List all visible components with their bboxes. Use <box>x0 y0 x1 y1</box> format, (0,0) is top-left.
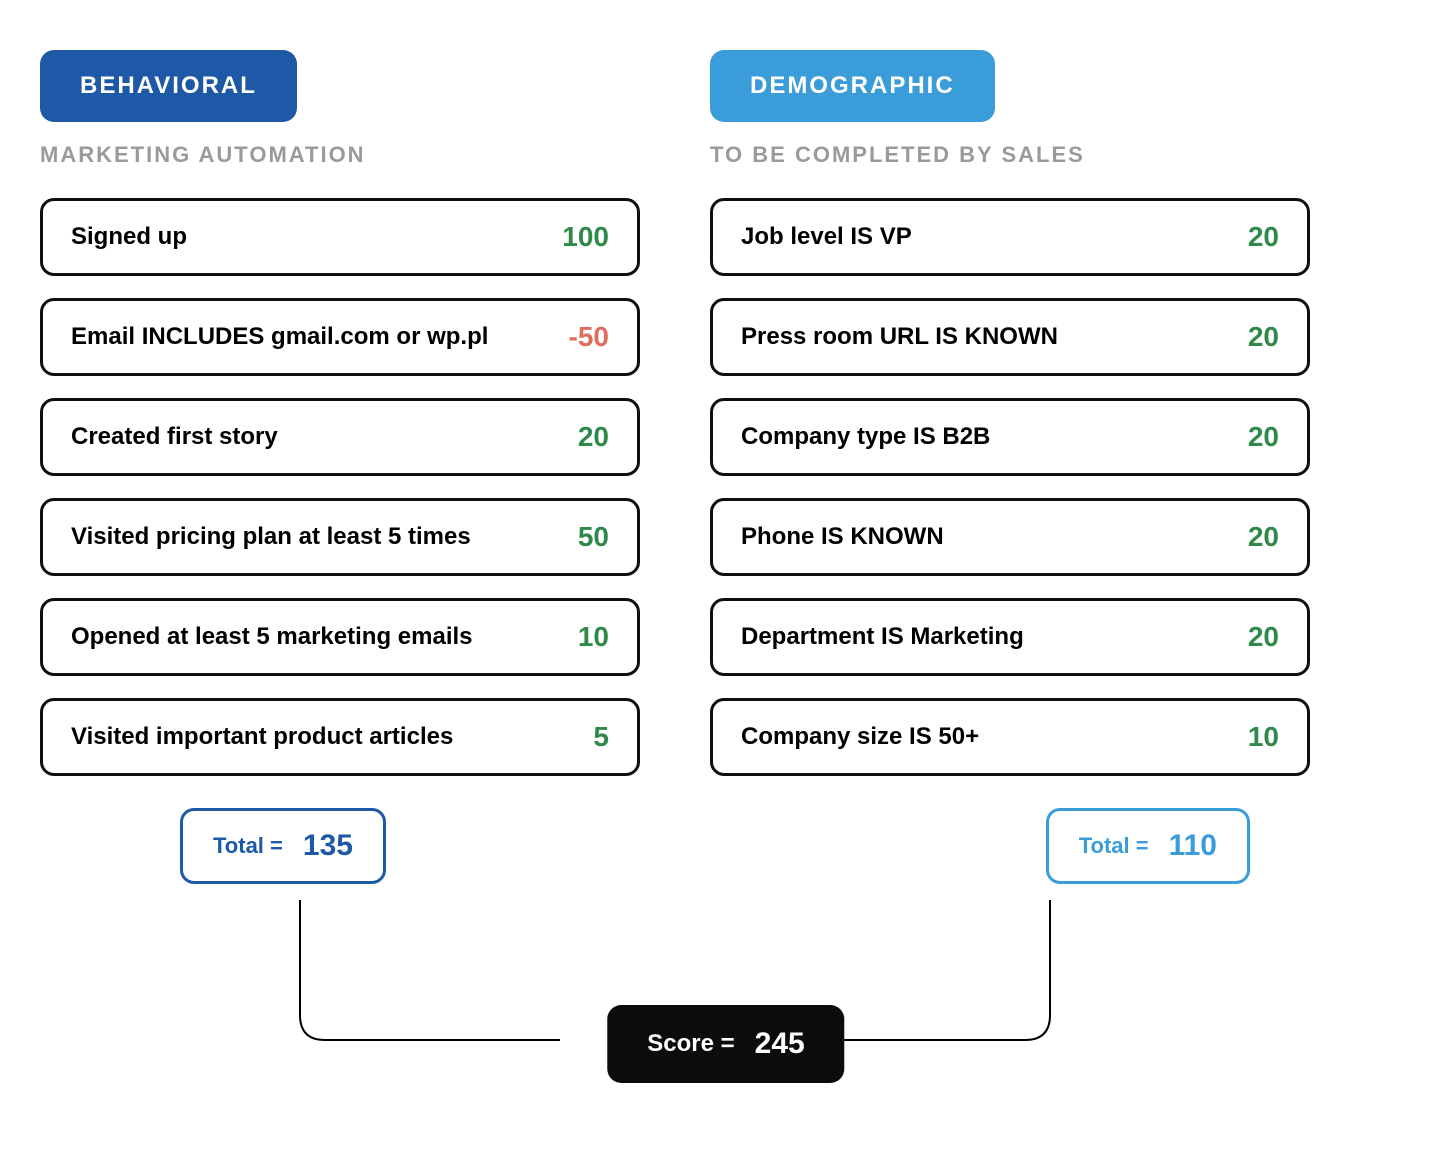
behavioral-item-score: 100 <box>562 221 609 253</box>
demographic-items: Job level IS VP20Press room URL IS KNOWN… <box>710 198 1310 798</box>
demographic-item: Job level IS VP 20 <box>710 198 1310 276</box>
behavioral-item-score: 5 <box>593 721 609 753</box>
demographic-total-box: Total = 110 <box>1046 808 1250 884</box>
score-box: Score = 245 <box>607 1005 844 1083</box>
behavioral-badge: BEHAVIORAL <box>40 50 297 122</box>
behavioral-item: Created first story 20 <box>40 398 640 476</box>
behavioral-item: Opened at least 5 marketing emails 10 <box>40 598 640 676</box>
behavioral-total-label: Total = <box>213 833 283 859</box>
connector-right <box>820 900 1050 1040</box>
demographic-subtitle: TO BE COMPLETED BY SALES <box>710 142 1310 168</box>
demographic-item-label: Press room URL IS KNOWN <box>741 323 1058 351</box>
behavioral-item-score: 10 <box>578 621 609 653</box>
demographic-item: Company type IS B2B 20 <box>710 398 1310 476</box>
demographic-item-label: Department IS Marketing <box>741 623 1024 651</box>
demographic-badge: DEMOGRAPHIC <box>710 50 995 122</box>
behavioral-item: Visited important product articles 5 <box>40 698 640 776</box>
demographic-item-score: 20 <box>1248 421 1279 453</box>
behavioral-item: Visited pricing plan at least 5 times 50 <box>40 498 640 576</box>
demographic-item: Department IS Marketing 20 <box>710 598 1310 676</box>
demographic-column: DEMOGRAPHIC TO BE COMPLETED BY SALES Job… <box>710 50 1310 884</box>
behavioral-items: Signed up 100 Email INCLUDES gmail.com or … <box>40 198 640 798</box>
demographic-item-label: Company size IS 50+ <box>741 723 979 751</box>
behavioral-item-score: 50 <box>578 521 609 553</box>
connector-left <box>300 900 560 1040</box>
demographic-item-score: 20 <box>1248 221 1279 253</box>
behavioral-total-value: 135 <box>303 829 353 863</box>
behavioral-column: BEHAVIORAL MARKETING AUTOMATION Signed u… <box>40 50 640 884</box>
demographic-item-label: Company type IS B2B <box>741 423 990 451</box>
demographic-item-label: Job level IS VP <box>741 223 912 251</box>
score-value: 245 <box>755 1027 805 1061</box>
scoring-columns: BEHAVIORAL MARKETING AUTOMATION Signed u… <box>40 50 1412 884</box>
demographic-item: Company size IS 50+ 10 <box>710 698 1310 776</box>
demographic-item-score: 20 <box>1248 621 1279 653</box>
behavioral-item: Signed up 100 <box>40 198 640 276</box>
behavioral-item: Email INCLUDES gmail.com or wp.pl -50 <box>40 298 640 376</box>
behavioral-item-label: Opened at least 5 marketing emails <box>71 623 473 651</box>
demographic-total-label: Total = <box>1079 833 1149 859</box>
demographic-item-score: 10 <box>1248 721 1279 753</box>
demographic-item-score: 20 <box>1248 321 1279 353</box>
demographic-item-score: 20 <box>1248 521 1279 553</box>
demographic-item: Phone IS KNOWN 20 <box>710 498 1310 576</box>
behavioral-item-score: -50 <box>569 321 609 353</box>
behavioral-item-label: Visited important product articles <box>71 723 453 751</box>
behavioral-subtitle: MARKETING AUTOMATION <box>40 142 640 168</box>
behavioral-item-label: Signed up <box>71 223 187 251</box>
behavioral-item-score: 20 <box>578 421 609 453</box>
demographic-total-value: 110 <box>1169 829 1217 863</box>
score-label: Score = <box>647 1030 734 1058</box>
behavioral-total-box: Total = 135 <box>180 808 386 884</box>
behavioral-item-label: Email INCLUDES gmail.com or wp.pl <box>71 323 488 351</box>
behavioral-item-label: Created first story <box>71 423 278 451</box>
score-container: Score = 245 <box>607 1005 844 1083</box>
demographic-item-label: Phone IS KNOWN <box>741 523 944 551</box>
behavioral-item-label: Visited pricing plan at least 5 times <box>71 523 471 551</box>
demographic-item: Press room URL IS KNOWN 20 <box>710 298 1310 376</box>
